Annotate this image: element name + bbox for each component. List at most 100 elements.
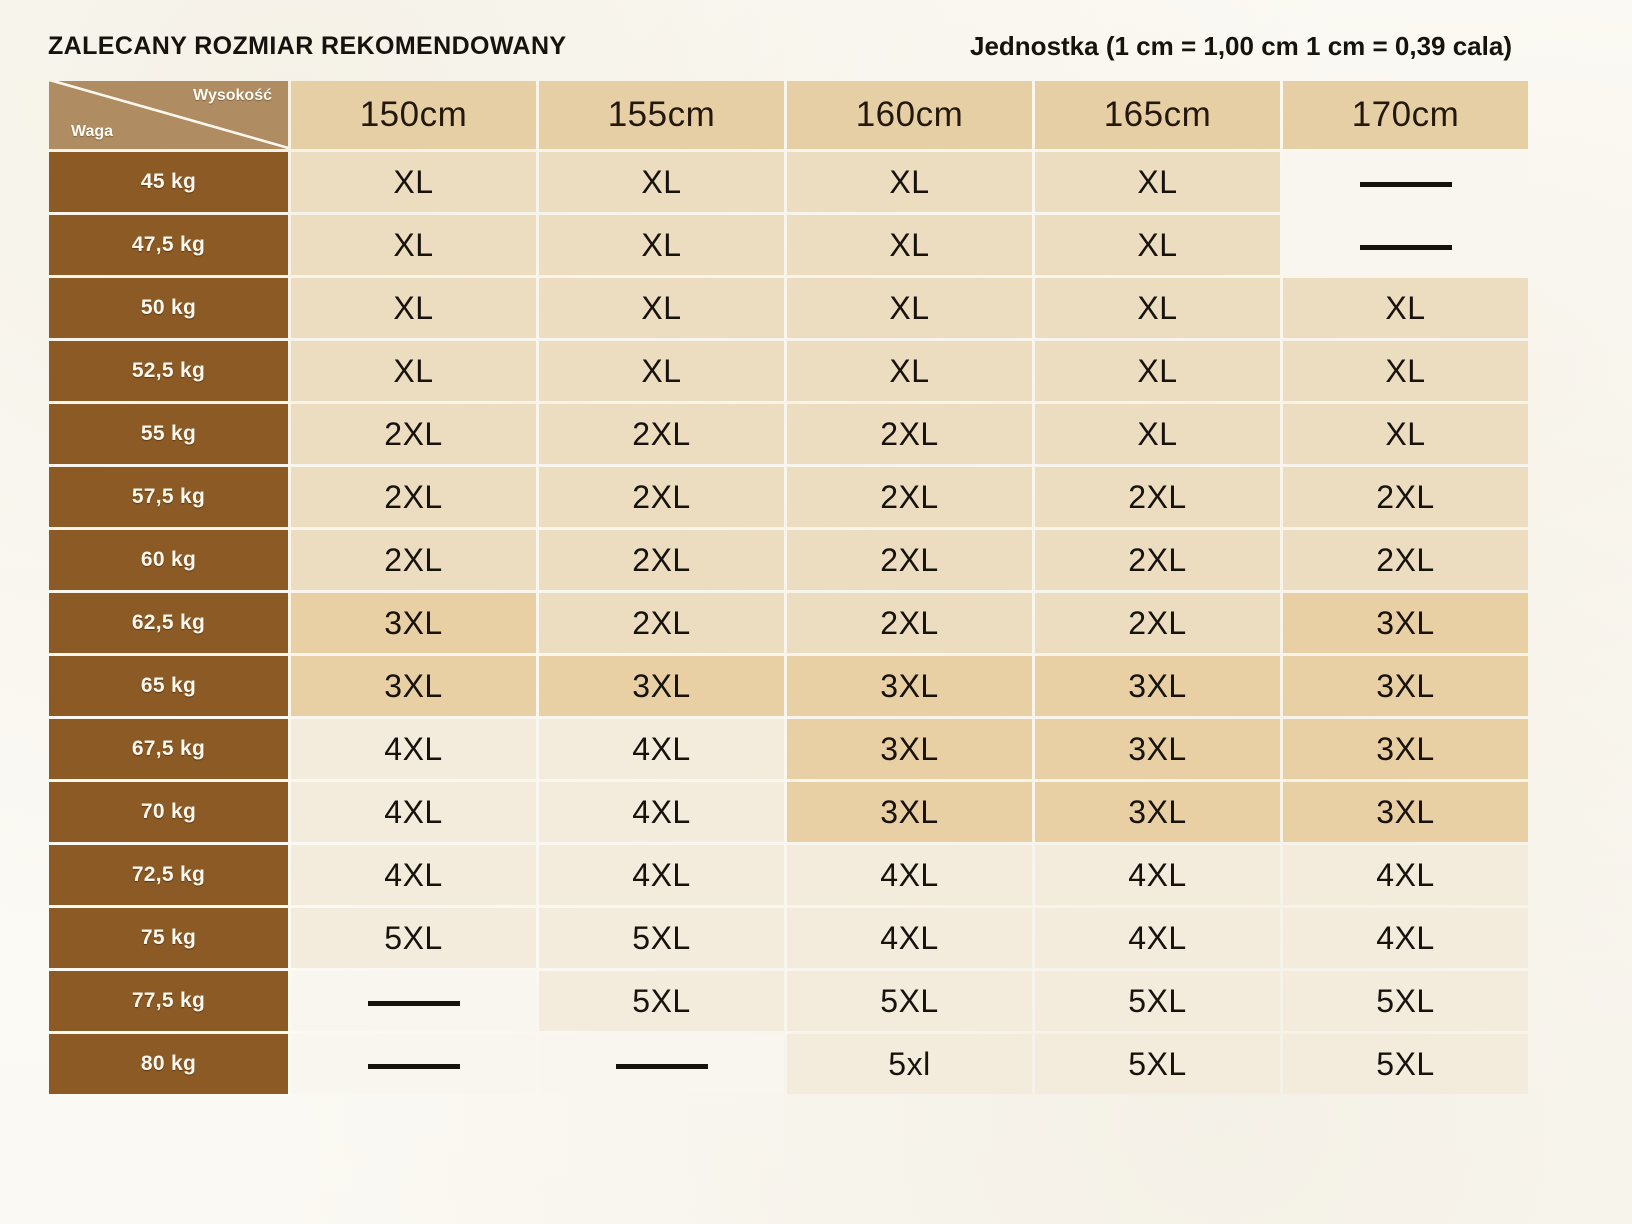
size-cell: 2XL: [1035, 530, 1280, 590]
size-cell: 5XL: [539, 971, 784, 1031]
size-cell: 3XL: [1035, 782, 1280, 842]
size-cell: 3XL: [539, 656, 784, 716]
size-cell: 5XL: [1035, 1034, 1280, 1094]
page-title: ZALECANY ROZMIAR REKOMENDOWANY: [48, 31, 567, 60]
row-header-weight: 47,5 kg: [49, 215, 288, 275]
row-header-weight: 70 kg: [49, 782, 288, 842]
size-cell: XL: [787, 278, 1032, 338]
size-cell: 5xl: [787, 1034, 1032, 1094]
row-header-weight: 77,5 kg: [49, 971, 288, 1031]
size-cell: XL: [291, 215, 536, 275]
size-cell: 5XL: [291, 908, 536, 968]
table-row: 77,5 kg 5XL 5XL 5XL 5XL: [49, 971, 1528, 1031]
chart-header: ZALECANY ROZMIAR REKOMENDOWANY Jednostka…: [48, 26, 1512, 66]
size-cell: 2XL: [1035, 593, 1280, 653]
size-cell: 2XL: [291, 530, 536, 590]
size-cell: XL: [539, 278, 784, 338]
size-cell: 4XL: [1283, 908, 1528, 968]
size-cell: 2XL: [787, 593, 1032, 653]
size-cell: 3XL: [1035, 656, 1280, 716]
table-header-row: Wysokość Waga 150cm 155cm 160cm 165cm 170cm: [49, 81, 1528, 149]
table-row: 57,5 kg 2XL 2XL 2XL 2XL 2XL: [49, 467, 1528, 527]
table-row: 60 kg 2XL 2XL 2XL 2XL 2XL: [49, 530, 1528, 590]
row-header-weight: 55 kg: [49, 404, 288, 464]
height-axis-label: Wysokość: [193, 87, 272, 104]
size-cell: XL: [291, 152, 536, 212]
size-cell: 3XL: [1035, 719, 1280, 779]
column-header-160cm: 160cm: [787, 81, 1032, 149]
size-cell: 2XL: [1283, 467, 1528, 527]
size-cell: 2XL: [539, 593, 784, 653]
size-chart-table: Wysokość Waga 150cm 155cm 160cm 165cm 170cm …: [46, 78, 1531, 1097]
size-cell: 4XL: [291, 845, 536, 905]
size-cell: 3XL: [1283, 719, 1528, 779]
column-header-165cm: 165cm: [1035, 81, 1280, 149]
table-row: 50 kg XL XL XL XL XL: [49, 278, 1528, 338]
size-cell: XL: [1035, 152, 1280, 212]
size-cell: 3XL: [787, 782, 1032, 842]
size-cell: 4XL: [539, 845, 784, 905]
size-cell: 4XL: [539, 782, 784, 842]
row-header-weight: 67,5 kg: [49, 719, 288, 779]
table-row: 75 kg 5XL 5XL 4XL 4XL 4XL: [49, 908, 1528, 968]
size-cell: 4XL: [787, 845, 1032, 905]
size-cell: 4XL: [1035, 908, 1280, 968]
table-row: 47,5 kg XL XL XL XL: [49, 215, 1528, 275]
row-header-weight: 52,5 kg: [49, 341, 288, 401]
em-dash-icon: [367, 1063, 460, 1069]
size-cell-empty: [291, 1034, 536, 1094]
size-cell: XL: [1035, 341, 1280, 401]
table-row: 45 kg XL XL XL XL: [49, 152, 1528, 212]
size-cell: 3XL: [787, 719, 1032, 779]
row-header-weight: 80 kg: [49, 1034, 288, 1094]
size-cell: XL: [1283, 278, 1528, 338]
size-cell: 3XL: [1283, 656, 1528, 716]
size-cell: 5XL: [1283, 1034, 1528, 1094]
em-dash-icon: [1359, 244, 1452, 250]
column-header-150cm: 150cm: [291, 81, 536, 149]
table-row: 52,5 kg XL XL XL XL XL: [49, 341, 1528, 401]
table-row: 70 kg 4XL 4XL 3XL 3XL 3XL: [49, 782, 1528, 842]
row-header-weight: 50 kg: [49, 278, 288, 338]
axis-corner-cell: Wysokość Waga: [49, 81, 288, 149]
size-cell: 5XL: [1283, 971, 1528, 1031]
table-row: 55 kg 2XL 2XL 2XL XL XL: [49, 404, 1528, 464]
size-cell: XL: [1035, 215, 1280, 275]
size-cell: XL: [1283, 404, 1528, 464]
size-cell: 2XL: [539, 467, 784, 527]
size-cell-empty: [1283, 215, 1528, 275]
size-cell: XL: [787, 341, 1032, 401]
size-cell: 2XL: [1035, 467, 1280, 527]
size-cell: 5XL: [539, 908, 784, 968]
table-row: 67,5 kg 4XL 4XL 3XL 3XL 3XL: [49, 719, 1528, 779]
table-row: 72,5 kg 4XL 4XL 4XL 4XL 4XL: [49, 845, 1528, 905]
weight-axis-label: Waga: [71, 123, 114, 140]
size-cell: XL: [539, 152, 784, 212]
size-cell: 4XL: [1283, 845, 1528, 905]
row-header-weight: 45 kg: [49, 152, 288, 212]
size-cell: XL: [1283, 341, 1528, 401]
size-cell: 4XL: [787, 908, 1032, 968]
diagonal-divider-icon: [49, 81, 288, 149]
size-cell: 4XL: [539, 719, 784, 779]
size-cell: XL: [1035, 278, 1280, 338]
size-cell: XL: [291, 278, 536, 338]
size-cell: 2XL: [787, 467, 1032, 527]
row-header-weight: 60 kg: [49, 530, 288, 590]
size-cell: 2XL: [787, 530, 1032, 590]
size-cell: XL: [291, 341, 536, 401]
size-cell-empty: [1283, 152, 1528, 212]
size-cell: 3XL: [787, 656, 1032, 716]
size-cell: 2XL: [291, 404, 536, 464]
size-cell-empty: [291, 971, 536, 1031]
size-cell: 4XL: [1035, 845, 1280, 905]
size-cell: XL: [787, 215, 1032, 275]
size-cell: 4XL: [291, 782, 536, 842]
size-cell: 3XL: [1283, 782, 1528, 842]
size-cell: XL: [1035, 404, 1280, 464]
em-dash-icon: [615, 1063, 708, 1069]
size-cell: XL: [539, 341, 784, 401]
row-header-weight: 75 kg: [49, 908, 288, 968]
size-cell: 3XL: [291, 656, 536, 716]
